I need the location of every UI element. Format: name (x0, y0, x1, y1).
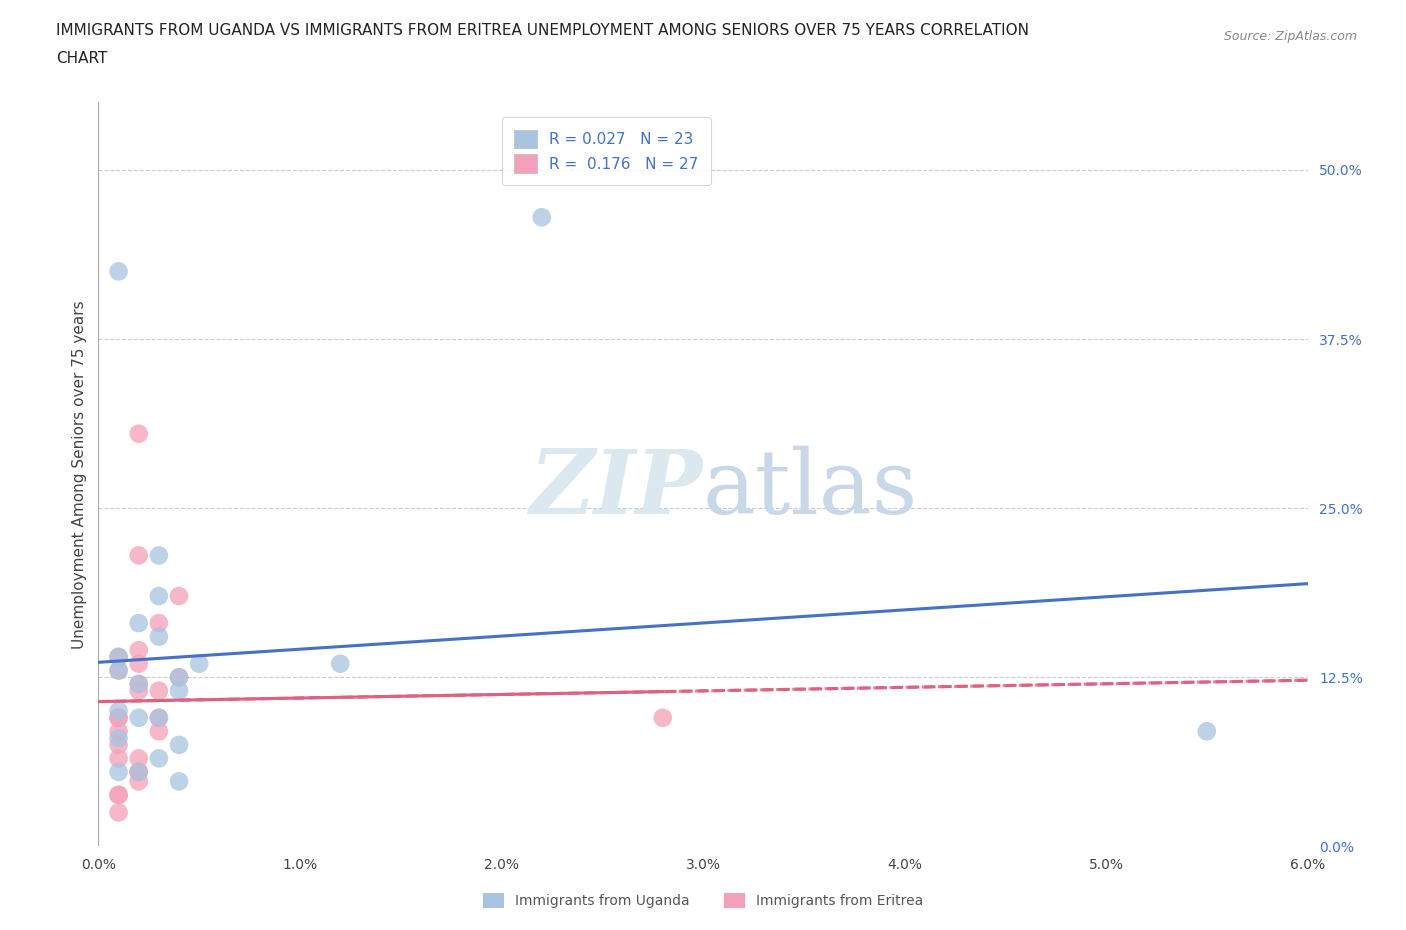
Point (107, 663, 129, 678)
Point (107, 805, 129, 820)
Point (107, 731, 129, 746)
Point (167, 737, 190, 752)
Point (128, 616, 150, 631)
Point (128, 711, 150, 725)
Point (107, 711, 129, 725)
Point (107, 663, 129, 678)
Point (128, 764, 150, 779)
Point (188, 657, 211, 671)
Point (148, 711, 170, 725)
Point (148, 630, 170, 644)
Point (167, 670, 190, 684)
Point (128, 751, 150, 765)
Point (107, 704, 129, 719)
Text: IMMIGRANTS FROM UGANDA VS IMMIGRANTS FROM ERITREA UNEMPLOYMENT AMONG SENIORS OVE: IMMIGRANTS FROM UGANDA VS IMMIGRANTS FRO… (56, 23, 1029, 38)
Point (107, 788, 129, 803)
Point (167, 670, 190, 684)
Point (107, 711, 129, 725)
Point (651, 711, 673, 725)
Point (107, 788, 129, 803)
Point (128, 657, 150, 671)
Point (107, 264, 129, 279)
Point (148, 711, 170, 725)
Text: atlas: atlas (703, 445, 918, 533)
Point (167, 774, 190, 789)
Point (148, 724, 170, 738)
Point (128, 676, 150, 691)
Point (128, 643, 150, 658)
Point (128, 548, 150, 563)
Point (107, 737, 129, 752)
Point (128, 774, 150, 789)
Text: ZIP: ZIP (530, 445, 703, 533)
Point (148, 548, 170, 563)
Point (329, 657, 352, 671)
Point (107, 649, 129, 664)
Point (530, 210, 553, 225)
Point (128, 676, 150, 691)
Point (128, 684, 150, 698)
Point (107, 724, 129, 738)
Point (107, 751, 129, 765)
Text: Source: ZipAtlas.com: Source: ZipAtlas.com (1223, 30, 1357, 43)
Legend: R = 0.027   N = 23, R =  0.176   N = 27: R = 0.027 N = 23, R = 0.176 N = 27 (502, 117, 710, 185)
Point (128, 426, 150, 441)
Legend: Immigrants from Uganda, Immigrants from Eritrea: Immigrants from Uganda, Immigrants from … (477, 888, 929, 914)
Point (148, 751, 170, 765)
Point (148, 616, 170, 631)
Point (148, 589, 170, 604)
Point (107, 764, 129, 779)
Point (167, 684, 190, 698)
Point (1195, 724, 1218, 738)
Point (167, 589, 190, 604)
Point (128, 764, 150, 779)
Point (128, 764, 150, 779)
Y-axis label: Unemployment Among Seniors over 75 years: Unemployment Among Seniors over 75 years (72, 300, 87, 648)
Point (107, 649, 129, 664)
Point (148, 684, 170, 698)
Text: CHART: CHART (56, 51, 108, 66)
